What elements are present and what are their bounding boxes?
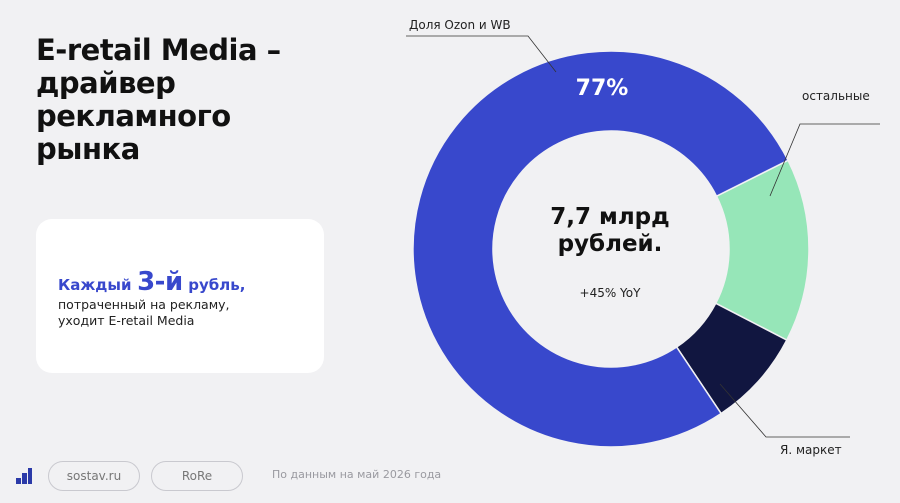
- leader-line-ozon: [406, 35, 557, 73]
- slice-label-ya-market: Я. маркет: [780, 443, 842, 457]
- card-suffix: рубль,: [188, 276, 246, 294]
- card-highlight: 3-й: [137, 267, 183, 297]
- annotation-leaders: [406, 35, 880, 438]
- leader-line-ya: [719, 383, 850, 438]
- slice-value-label: 77%: [575, 76, 629, 101]
- card-text-line: потраченный на рекламу,: [58, 297, 230, 312]
- source-pill-rore[interactable]: RoRe: [151, 461, 243, 491]
- source-note: По данным на май 2026 года: [272, 468, 442, 481]
- slice-label-other: остальные: [802, 89, 870, 103]
- page-title: E-retail Media – драйвер рекламного рынк…: [36, 34, 366, 166]
- card-text-line: уходит E-retail Media: [58, 313, 195, 328]
- sostav-logo-icon: [16, 468, 32, 484]
- title-line: рекламного: [36, 99, 231, 133]
- card-body: потраченный на рекламу, уходит E-retail …: [58, 297, 318, 329]
- card-prefix: Каждый: [58, 276, 132, 294]
- center-total: 7,7 млрд рублей.: [510, 204, 710, 258]
- source-pill-sostav[interactable]: sostav.ru: [48, 461, 140, 491]
- slice-label-ozon-wb: Доля Ozon и WB: [409, 18, 511, 32]
- center-total-line: 7,7 млрд: [550, 204, 670, 230]
- card-headline: Каждый 3-й рубль,: [58, 267, 245, 297]
- donut-slice-ozon-wb: [412, 50, 790, 448]
- title-line: E-retail Media –: [36, 33, 281, 67]
- center-total-line: рублей.: [557, 231, 663, 257]
- highlight-card: Каждый 3-й рубль, потраченный на рекламу…: [36, 219, 324, 373]
- center-growth: +45% YoY: [579, 286, 641, 300]
- title-line: рынка: [36, 132, 140, 166]
- title-line: драйвер: [36, 66, 176, 100]
- leader-line-other: [769, 123, 880, 197]
